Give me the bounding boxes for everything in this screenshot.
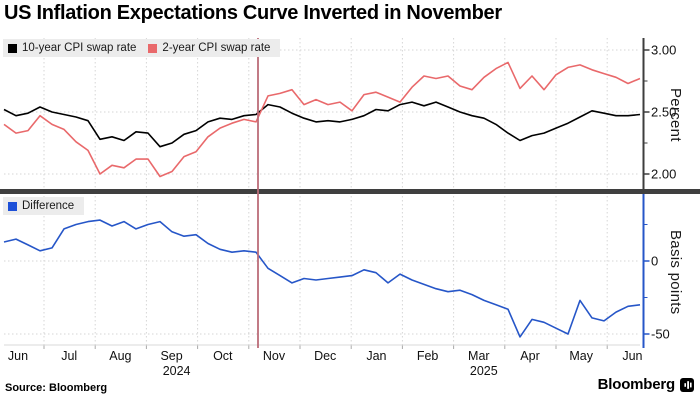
legend-item-10-year: 10-year CPI swap rate	[8, 42, 136, 54]
line-series-top-1	[3, 61, 641, 178]
bloomberg-logo: Bloomberg	[598, 376, 694, 393]
bloomberg-terminal-icon	[680, 377, 694, 392]
legend-top-panel: 10-year CPI swap rate 2-year CPI swap ra…	[3, 39, 281, 57]
legend-bottom-panel: Difference	[3, 197, 85, 215]
y-axis-title-percent: Percent	[667, 88, 684, 142]
legend-label-2-year: 2-year CPI swap rate	[162, 42, 271, 54]
legend-item-2-year: 2-year CPI swap rate	[148, 42, 270, 54]
bloomberg-logo-text: Bloomberg	[597, 376, 676, 393]
line-series-top-0	[3, 101, 641, 148]
line-series-bottom-0	[3, 219, 641, 338]
chart-title: US Inflation Expectations Curve Inverted…	[4, 2, 502, 24]
panel-divider	[0, 189, 700, 194]
legend-swatch-2-year	[148, 43, 158, 53]
legend-swatch-10-year	[8, 43, 17, 53]
legend-swatch-difference	[8, 201, 17, 211]
legend-item-difference: Difference	[8, 200, 74, 212]
y-axis-title-basis-points: Basis points	[667, 229, 684, 315]
legend-label-difference: Difference	[22, 200, 75, 212]
legend-label-10-year: 10-year CPI swap rate	[22, 42, 137, 54]
source-note: Source: Bloomberg	[5, 382, 108, 394]
